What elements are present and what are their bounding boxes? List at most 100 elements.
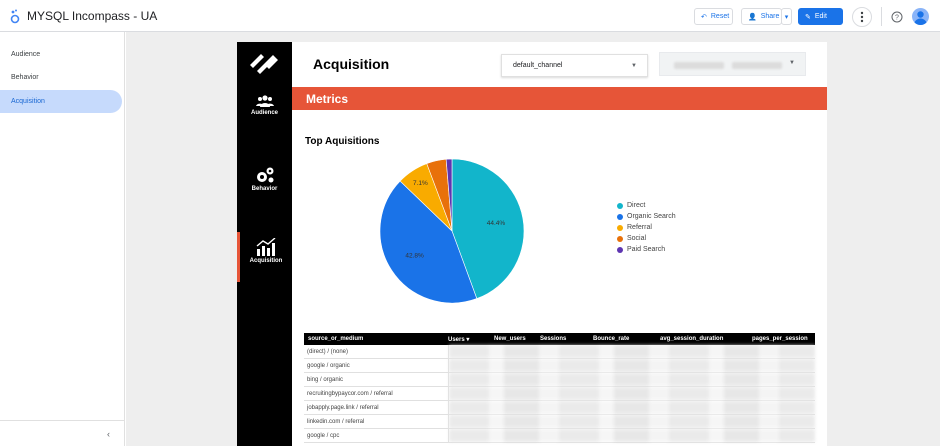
redacted-cells <box>449 387 815 400</box>
pie-slice-label: 7.1% <box>413 180 428 187</box>
account-avatar[interactable] <box>912 8 929 25</box>
pie-slice-organic-search[interactable] <box>379 180 478 304</box>
page-title: Acquisition <box>313 56 390 72</box>
channel-dropdown[interactable]: default_channel ▼ <box>501 54 648 77</box>
col-bounce-rate[interactable]: Bounce_rate <box>593 336 630 342</box>
gears-icon <box>256 167 273 183</box>
chart-title: Top Aquisitions <box>305 136 380 147</box>
col-pages-per-session[interactable]: pages_per_session <box>752 336 808 342</box>
add-person-icon: 👤 <box>748 13 757 21</box>
pie-slice-paid-search[interactable] <box>445 158 453 232</box>
legend-swatch <box>617 213 623 220</box>
dropdown-caret-icon: ▼ <box>789 60 795 66</box>
legend-item[interactable]: Paid Search <box>617 244 676 255</box>
source-cell: linkedin.com / referral <box>304 415 449 428</box>
redacted-cells <box>449 359 815 372</box>
user-avatar-icon <box>914 11 927 25</box>
chart-legend: Direct Organic Search Referral Social Paid S… <box>617 200 676 255</box>
help-button[interactable]: ? <box>887 7 907 27</box>
brand-logo-icon <box>250 54 278 74</box>
legend-item[interactable]: Direct <box>617 200 676 211</box>
col-users[interactable]: Users ▾ <box>448 336 470 343</box>
legend-item[interactable]: Social <box>617 233 676 244</box>
legend-label: Organic Search <box>627 213 676 220</box>
redacted-cells <box>449 429 815 442</box>
acquisitions-pie-chart[interactable]: 44.4% 42.8% 7.1% <box>377 156 527 306</box>
table-row[interactable]: linkedin.com / referral <box>304 415 815 429</box>
sidebar-item-audience[interactable]: Audience <box>11 51 41 58</box>
source-cell: jobapply.page.link / referral <box>304 401 449 414</box>
pencil-icon: ✎ <box>805 13 811 21</box>
metrics-banner: Metrics <box>292 87 827 110</box>
report-canvas: Audience Behavior Acquisition Acquisitio… <box>126 32 940 446</box>
legend-item[interactable]: Referral <box>617 222 676 233</box>
table-row[interactable]: google / organic <box>304 359 815 373</box>
source-cell: google / organic <box>304 359 449 372</box>
sidebar-footer: ‹ <box>0 420 125 446</box>
legend-label: Direct <box>627 202 646 209</box>
col-avg-session-duration[interactable]: avg_session_duration <box>660 336 724 342</box>
report-nav-label: Behavior <box>251 186 278 192</box>
reset-label: Reset <box>710 13 730 20</box>
svg-text:?: ? <box>895 15 899 22</box>
people-icon <box>255 95 274 107</box>
legend-label: Referral <box>627 224 652 231</box>
looker-studio-logo-icon <box>10 9 20 24</box>
edit-button[interactable]: ✎ Edit <box>798 8 843 25</box>
redacted-text <box>732 62 782 69</box>
toolbar-divider <box>881 7 882 26</box>
col-new-users[interactable]: New_users <box>494 336 526 342</box>
report-nav-audience[interactable]: Audience <box>237 94 292 116</box>
share-button[interactable]: 👤 Share <box>741 8 782 25</box>
table-row[interactable]: bing / organic <box>304 373 815 387</box>
acquisition-table: source_or_medium Users ▾ New_users Sessi… <box>304 333 815 443</box>
report-nav-label: Audience <box>250 110 278 116</box>
more-options-button[interactable] <box>852 7 872 27</box>
col-source-or-medium[interactable]: source_or_medium <box>308 336 364 342</box>
report-nav-behavior[interactable]: Behavior <box>237 166 292 192</box>
redacted-cells <box>449 415 815 428</box>
sidebar-item-behavior[interactable]: Behavior <box>11 74 39 81</box>
pie-slice-label: 44.4% <box>487 220 506 227</box>
legend-swatch <box>617 224 623 231</box>
legend-swatch <box>617 235 623 242</box>
table-row[interactable]: recruitingbypaycor.com / referral <box>304 387 815 401</box>
source-cell: (direct) / (none) <box>304 345 449 358</box>
undo-icon: ↶ <box>701 13 707 21</box>
collapse-sidebar-icon[interactable]: ‹ <box>107 429 110 439</box>
bar-trend-icon <box>256 237 276 256</box>
legend-item[interactable]: Organic Search <box>617 211 676 222</box>
chevron-down-icon: ▾ <box>784 13 789 21</box>
source-cell: recruitingbypaycor.com / referral <box>304 387 449 400</box>
legend-swatch <box>617 246 623 253</box>
report-page: Audience Behavior Acquisition Acquisitio… <box>237 42 827 446</box>
redacted-cells <box>449 345 815 358</box>
reset-button[interactable]: ↶ Reset <box>694 8 733 25</box>
redacted-cells <box>449 401 815 414</box>
report-nav-acquisition[interactable]: Acquisition <box>237 232 292 282</box>
edit-label: Edit <box>814 13 827 20</box>
table-row[interactable]: jobapply.page.link / referral <box>304 401 815 415</box>
table-header: source_or_medium Users ▾ New_users Sessi… <box>304 333 815 345</box>
redacted-cells <box>449 373 815 386</box>
pie-slice-direct[interactable] <box>451 158 525 299</box>
pie-slice-label: 42.8% <box>405 252 424 259</box>
source-cell: google / cpc <box>304 429 449 442</box>
share-dropdown-button[interactable]: ▾ <box>781 8 792 25</box>
source-cell: bing / organic <box>304 373 449 386</box>
channel-dropdown-value: default_channel <box>513 62 563 69</box>
report-title[interactable]: MYSQL Incompass - UA <box>27 9 158 23</box>
date-range-dropdown[interactable]: ▼ <box>659 52 806 76</box>
redacted-text <box>674 62 724 69</box>
report-nav-label: Acquisition <box>249 258 283 264</box>
dropdown-caret-icon: ▼ <box>631 62 637 69</box>
legend-label: Social <box>627 235 647 242</box>
sidebar-item-acquisition[interactable]: Acquisition <box>0 90 122 113</box>
pages-sidebar: Audience Behavior Acquisition ‹ <box>0 32 125 446</box>
share-label: Share <box>760 13 780 20</box>
col-sessions[interactable]: Sessions <box>540 336 567 342</box>
table-row[interactable]: (direct) / (none) <box>304 345 815 359</box>
report-nav: Audience Behavior Acquisition <box>237 42 292 446</box>
table-row[interactable]: google / cpc <box>304 429 815 443</box>
legend-label: Paid Search <box>627 246 666 253</box>
